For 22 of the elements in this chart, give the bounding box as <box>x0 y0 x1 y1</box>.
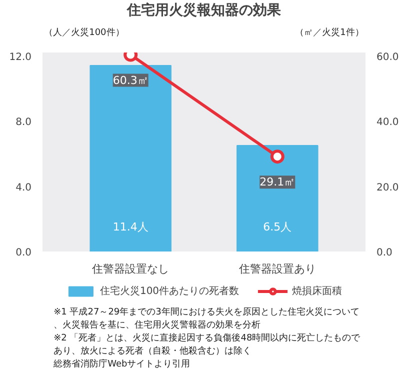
y2-axis-title: （㎡／火災1件） <box>295 27 364 38</box>
data-label: 60.3㎡ <box>112 74 148 87</box>
text: 総務省消防庁Webサイトより引用 <box>52 358 190 370</box>
y2-tick-label: 0.0 <box>376 248 392 258</box>
legend-label: 住宅火災100件あたりの死者数 <box>100 284 240 298</box>
y-tick-label: 8.0 <box>16 117 32 128</box>
data-label: 11.4人 <box>112 220 148 234</box>
legend-label: 焼損床面積 <box>292 284 342 298</box>
text: ※2 「死者」とは、火災に直接起因する負傷後48時間以内に死亡したものであり、放火による死者（自殺・他殺含む）は除く <box>54 332 362 356</box>
y2-tick-label: 60.0 <box>376 52 399 63</box>
data-label: 29.1㎡ <box>260 176 296 189</box>
data-label: 6.5人 <box>263 220 292 234</box>
y-tick-label: 4.0 <box>16 182 32 194</box>
chart-title: 住宅用火災報知器の効果 <box>126 2 282 18</box>
text: ※1 平成27～29年までの3年間における失火を原因とした住宅火災について、火災報告を基に、住宅用火災警報器の効果を分析 <box>54 306 360 330</box>
y-tick-label: 12.0 <box>9 52 32 63</box>
y2-tick-label: 20.0 <box>376 182 399 194</box>
x-tick-label: 住警器設置あり <box>238 262 316 276</box>
y2-tick-label: 40.0 <box>376 117 399 128</box>
x-tick-label: 住警器設置なし <box>92 262 170 276</box>
y-tick-label: 0.0 <box>16 248 32 258</box>
y-axis-title: （人／火災100件） <box>44 27 124 38</box>
